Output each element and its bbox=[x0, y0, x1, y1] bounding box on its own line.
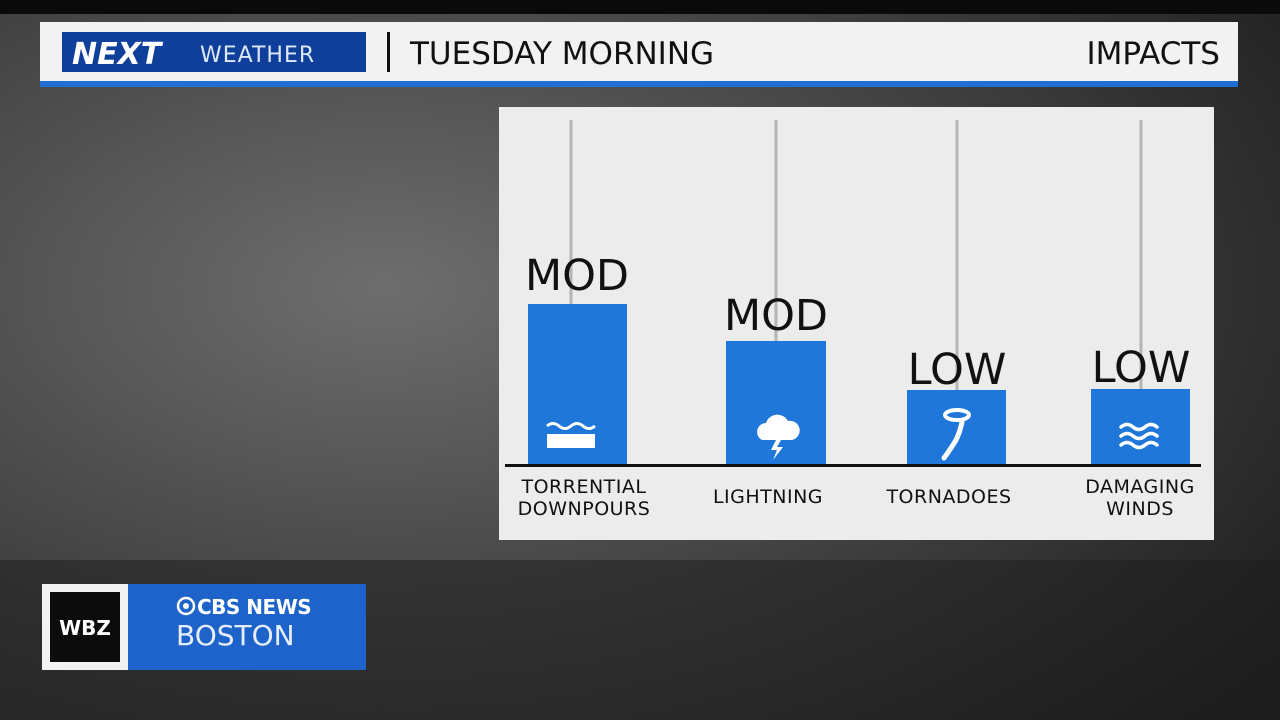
icon-wind bbox=[1119, 422, 1159, 450]
impact-bar bbox=[907, 390, 1006, 465]
station-city: BOSTON bbox=[176, 619, 295, 652]
impact-level: MOD bbox=[724, 291, 828, 341]
logo-next: NEXT bbox=[72, 37, 164, 72]
impact-bars bbox=[528, 304, 1190, 465]
network-name: CBS NEWS bbox=[197, 595, 311, 619]
impact-label: LIGHTNING bbox=[713, 486, 823, 508]
impact-label: WINDS bbox=[1106, 498, 1174, 520]
impact-level: MOD bbox=[525, 251, 629, 301]
network-eye-pupil bbox=[183, 603, 189, 609]
impact-bar bbox=[1091, 389, 1190, 465]
logo-box bbox=[62, 32, 366, 72]
header-divider bbox=[387, 32, 390, 72]
baseline bbox=[505, 464, 1201, 467]
icon-storm bbox=[757, 414, 800, 460]
impact-level: LOW bbox=[1092, 343, 1191, 393]
top-letterbox bbox=[0, 0, 1280, 14]
logo-weather: WEATHER bbox=[200, 43, 315, 68]
station-logo-box bbox=[50, 592, 120, 662]
impact-label: DAMAGING bbox=[1085, 476, 1195, 498]
impact-label: TORRENTIAL bbox=[521, 476, 647, 498]
network-eye bbox=[176, 596, 196, 616]
header-underline bbox=[40, 81, 1238, 87]
impact-level: LOW bbox=[908, 345, 1007, 395]
impact-label: DOWNPOURS bbox=[518, 498, 651, 520]
icon-water bbox=[546, 422, 596, 448]
station-call: WBZ bbox=[59, 616, 111, 640]
icon-tornado bbox=[941, 408, 971, 461]
header-section: IMPACTS bbox=[1086, 36, 1220, 72]
network-box bbox=[128, 584, 366, 670]
impact-label: TORNADOES bbox=[885, 486, 1011, 508]
header-title: TUESDAY MORNING bbox=[409, 36, 714, 72]
